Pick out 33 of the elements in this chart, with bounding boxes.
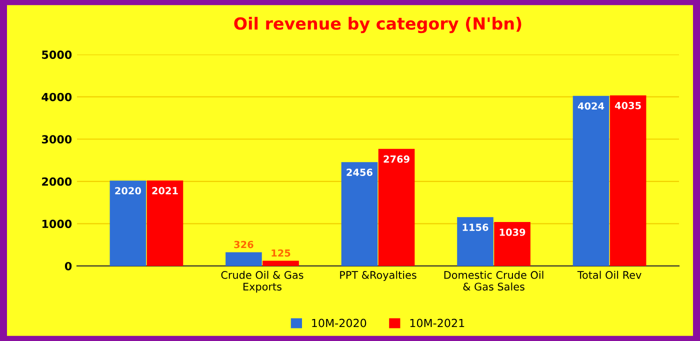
data-label: 2769: [384, 155, 410, 163]
chart-title: Oil revenue by category (N'bn): [234, 16, 522, 34]
data-label: 2020: [115, 187, 142, 194]
legend-label: 10M-2020: [312, 318, 366, 328]
x-tick-label: Crude Oil & Gas Exports: [221, 270, 304, 293]
bar: [262, 260, 299, 266]
data-label: 326: [234, 240, 254, 248]
bar: [110, 180, 146, 266]
data-label: 1156: [462, 224, 488, 231]
bar: [610, 95, 646, 266]
bar: [341, 162, 378, 266]
bar: [494, 222, 530, 266]
x-tick-label: Domestic Crude Oil & Gas Sales: [444, 270, 544, 291]
bar: [226, 252, 262, 266]
data-label: 1039: [500, 228, 526, 236]
data-label: 125: [272, 249, 290, 257]
y-tick-label: 0: [64, 262, 72, 270]
bar: [572, 96, 610, 266]
x-tick-label: Total Oil Rev: [577, 270, 642, 279]
bar: [457, 217, 494, 266]
data-label: 4035: [614, 102, 641, 110]
y-tick-label: 3000: [42, 135, 72, 144]
y-tick-label: 4000: [42, 92, 72, 102]
bar: [146, 180, 184, 266]
data-label: 4024: [578, 102, 604, 110]
legend-label: 10M-2021: [410, 318, 464, 328]
x-tick-label: PPT &Royalties: [340, 270, 416, 281]
data-label: 2456: [346, 168, 372, 176]
y-tick-label: 2000: [42, 177, 72, 186]
bar: [378, 148, 415, 266]
y-tick-label: 1000: [42, 220, 72, 228]
y-tick-label: 5000: [42, 50, 72, 59]
data-label: 2021: [152, 187, 178, 194]
